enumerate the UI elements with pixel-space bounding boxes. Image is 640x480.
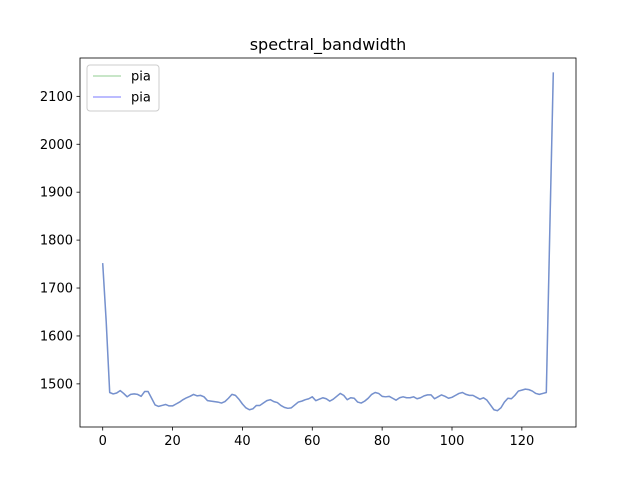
y-tick-label: 1600 (40, 329, 73, 344)
x-tick-label: 40 (234, 434, 251, 449)
legend-box (86, 64, 160, 112)
legend-label-1: pia (131, 91, 151, 106)
chart-title: spectral_bandwidth (250, 35, 407, 55)
series-line-1 (101, 72, 555, 412)
x-tick-label: 20 (164, 434, 181, 449)
y-tick-label: 1900 (40, 186, 73, 201)
y-tick-label: 1500 (40, 377, 73, 392)
y-tick-label: 1800 (40, 234, 73, 249)
y-tick-label: 2100 (40, 90, 73, 105)
y-tick-label: 1700 (40, 282, 73, 297)
legend-label-0: pia (131, 70, 151, 85)
x-tick-label: 120 (509, 434, 534, 449)
x-tick-label: 100 (440, 434, 465, 449)
plot-lines (101, 72, 555, 412)
x-tick-label: 80 (374, 434, 391, 449)
axes: 0 20 40 60 80 100 120 1500 1600 1700 1800 1900 2000 2… (40, 57, 577, 449)
x-tick-label: 0 (99, 434, 107, 449)
x-tick-label: 60 (304, 434, 321, 449)
plot-frame (79, 57, 577, 428)
series-line-0 (101, 72, 555, 412)
legend: pia pia (86, 64, 160, 112)
y-tick-label: 2000 (40, 138, 73, 153)
